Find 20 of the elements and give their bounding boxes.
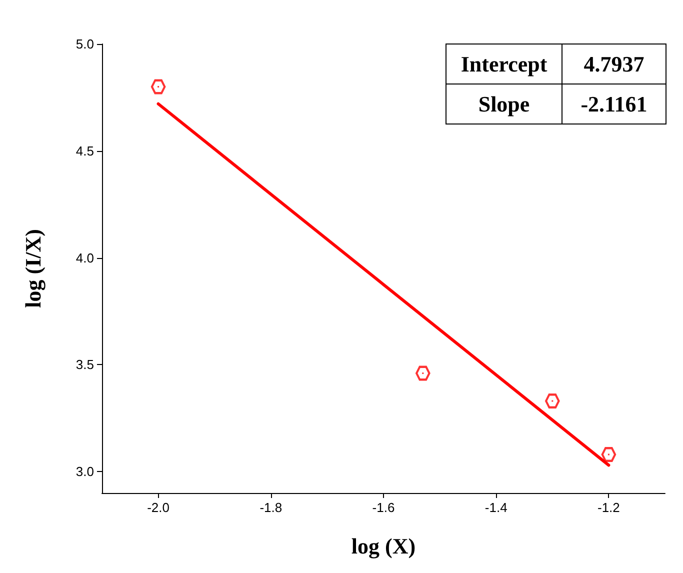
y-axis-title: log (I/X) bbox=[20, 229, 46, 308]
y-tick-label: 4.0 bbox=[76, 250, 94, 266]
y-tick-label: 3.0 bbox=[76, 464, 94, 480]
annotation: Intercept bbox=[460, 52, 548, 76]
point bbox=[544, 394, 560, 409]
point bbox=[601, 447, 616, 462]
annotation: 4.7937 bbox=[584, 52, 644, 76]
x-tick-label: -2.0 bbox=[147, 500, 170, 515]
y-tick-label: 4.5 bbox=[76, 143, 94, 158]
y-tick-label: 3.5 bbox=[76, 357, 94, 372]
point bbox=[415, 366, 430, 381]
annotation: Slope bbox=[478, 92, 530, 116]
x-tick-label: -1.6 bbox=[372, 500, 395, 515]
x-tick-label: -1.4 bbox=[484, 500, 508, 515]
x-tick-label: -1.8 bbox=[260, 500, 282, 515]
annotation: -2.1161 bbox=[580, 92, 648, 116]
x-axis-title: log (X) bbox=[351, 534, 416, 558]
point bbox=[150, 79, 166, 94]
y-tick-label: 5.0 bbox=[76, 36, 94, 52]
x-tick-label: -1.2 bbox=[597, 500, 620, 515]
